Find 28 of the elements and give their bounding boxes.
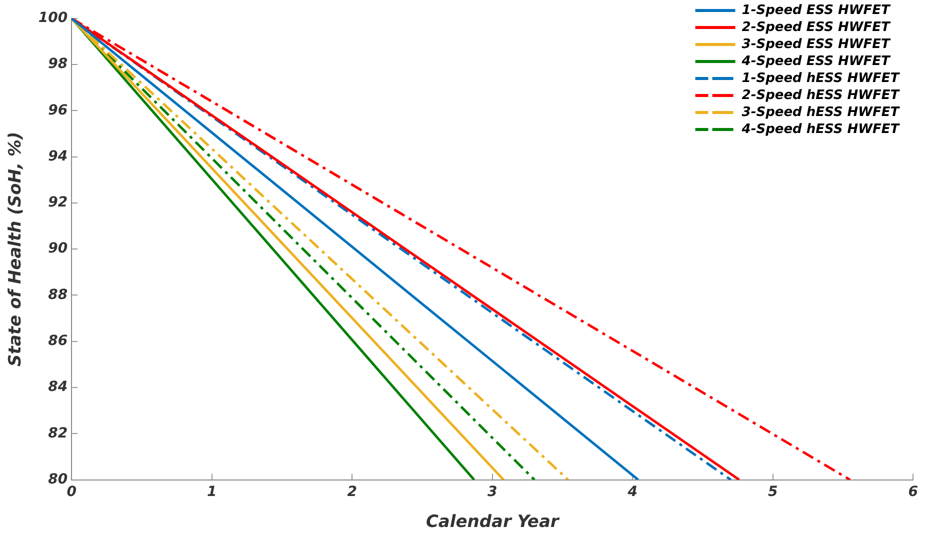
- y-tick-label: 82: [48, 425, 68, 442]
- legend-label: 4-Speed hESS HWFET: [740, 122, 900, 137]
- legend-label: 1-Speed hESS HWFET: [742, 70, 900, 86]
- y-tick-label: 80: [48, 471, 68, 488]
- y-axis-title: State of Health (SoH, %): [6, 132, 26, 366]
- legend-label: 1-Speed ESS HWFET: [742, 2, 892, 18]
- y-tick-label: 84: [48, 379, 68, 396]
- y-tick-label: 90: [48, 240, 68, 257]
- x-tick-label: 0: [66, 484, 77, 500]
- y-tick-label: 96: [48, 102, 68, 118]
- y-tick-label: 86: [48, 333, 68, 350]
- x-tick-label: 3: [488, 484, 498, 500]
- y-tick-label: 88: [48, 286, 68, 303]
- legend-label: 3-Speed ESS HWFET: [742, 36, 892, 52]
- x-tick-label: 6: [908, 484, 918, 500]
- y-tick-label: 100: [38, 10, 68, 26]
- legend-label: 2-Speed ESS HWFET: [742, 20, 892, 35]
- y-tick-label: 92: [48, 194, 68, 211]
- x-tick-label: 2: [347, 484, 357, 500]
- x-tick-label: 5: [768, 484, 778, 500]
- legend-label: 4-Speed ESS HWFET: [740, 54, 892, 69]
- y-tick-label: 98: [48, 56, 68, 72]
- x-tick-label: 4: [626, 484, 638, 500]
- x-axis-title: Calendar Year: [426, 512, 560, 532]
- legend-label: 2-Speed hESS HWFET: [742, 88, 900, 103]
- y-tick-label: 94: [48, 148, 68, 164]
- x-tick-label: 1: [207, 484, 217, 500]
- legend-label: 3-Speed hESS HWFET: [742, 104, 900, 120]
